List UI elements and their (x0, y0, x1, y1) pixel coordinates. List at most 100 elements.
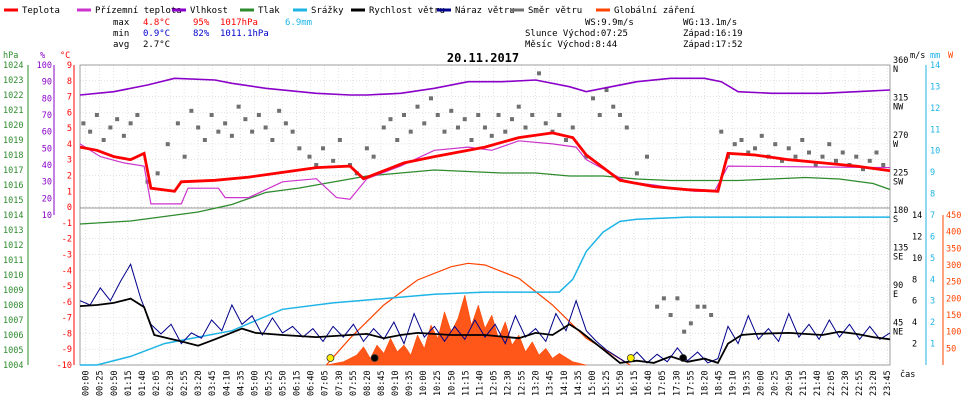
wind-direction-point (469, 138, 474, 142)
stats-max-rain: 6.9mm (285, 18, 312, 28)
wind-direction-point (175, 121, 180, 126)
celsius-tick-label: 9 (67, 61, 72, 71)
celsius-tick-label: 3 (67, 156, 72, 166)
wind-direction-point (462, 117, 467, 122)
pressure-line (79, 169, 891, 225)
wind-direction-point (800, 138, 805, 142)
x-tick-label: 13:45 (546, 370, 556, 396)
mm-tick-label: 4 (930, 275, 935, 285)
percent-tick-label: 10 (42, 211, 52, 221)
ms-axis-label: m/s (910, 51, 925, 61)
x-tick-label: 13:20 (532, 370, 542, 396)
x-tick-label: 16:15 (630, 370, 640, 396)
legend: Teplota Přízemní teplota Vlhkost Tlak Srážky… (4, 6, 695, 16)
wind-direction-point (250, 129, 255, 134)
ms-tick-label: 12 (912, 232, 922, 242)
x-tick-label: 22:30 (841, 370, 851, 396)
wind-direction-point (675, 296, 680, 301)
legend-label-smer_vetru: Směr větru (528, 6, 582, 16)
wind-direction-point (442, 129, 447, 134)
x-tick-label: 20:00 (757, 370, 767, 396)
wind-direction-point (263, 125, 268, 130)
wind-direction-point (435, 113, 440, 117)
wind-direction-point (854, 154, 859, 159)
direction-cardinal-label: NW (893, 103, 904, 113)
wind-direction-point (773, 142, 778, 147)
wind-direction-point (702, 304, 707, 309)
x-tick-label: 14:10 (560, 370, 570, 396)
w-tick-label: 50 (946, 344, 956, 354)
stats-min-label: min (113, 29, 129, 39)
direction-cardinal-label: SW (893, 178, 904, 188)
wind-direction-point (881, 163, 886, 167)
x-tick-label: 08:45 (377, 370, 387, 396)
hpa-tick-label: 1011 (3, 256, 23, 266)
clear-sky-curve (325, 262, 631, 366)
hpa-tick-label: 1014 (3, 211, 23, 221)
wind-direction-point (182, 154, 187, 159)
wind-direction-point (81, 121, 86, 126)
x-tick-label: 10:50 (447, 370, 457, 396)
x-tick-label: 18:20 (700, 370, 710, 396)
x-tick-label: 04:10 (222, 370, 232, 396)
hpa-tick-label: 1017 (3, 166, 23, 176)
x-tick-label: 15:00 (588, 370, 598, 396)
hpa-tick-label: 1006 (3, 331, 23, 341)
w-tick-label: 250 (946, 278, 961, 288)
x-tick-label: 09:10 (391, 370, 401, 396)
wind-direction-point (634, 171, 639, 176)
sunrise-marker (326, 354, 335, 362)
wind-direction-point (530, 113, 535, 117)
x-tick-label: 19:10 (729, 370, 739, 396)
wind-direction-point (813, 163, 818, 167)
hpa-tick-label: 1008 (3, 301, 23, 311)
wind-direction-point (661, 296, 666, 301)
wind-direction-point (189, 108, 194, 113)
wind-direction-point (94, 113, 99, 117)
info-block: WS:9.9m/s WG:13.1m/s Slunce Východ:07:25… (525, 18, 743, 50)
x-tick-label: 23:45 (883, 370, 893, 396)
ms-tick-label: 14 (912, 211, 922, 221)
mm-tick-label: 12 (930, 104, 940, 114)
wind-direction-point (739, 138, 744, 142)
percent-tick-label: 100 (37, 61, 52, 71)
x-tick-label: 01:40 (138, 370, 148, 396)
wind-direction-point (523, 125, 528, 130)
mm-tick-label: 5 (930, 254, 935, 264)
direction-tick-label: 225 (893, 169, 908, 179)
wind-direction-point (827, 142, 832, 147)
ms-tick-label: 4 (912, 318, 917, 328)
x-tick-label: 17:05 (658, 370, 668, 396)
percent-axis-label: % (40, 51, 45, 61)
wind-direction-point (331, 158, 336, 163)
w-tick-label: 350 (946, 244, 961, 254)
wind-direction-point (682, 329, 687, 334)
wind-direction-point (834, 158, 838, 163)
w-tick-label: 300 (946, 261, 961, 271)
x-tick-label: 06:15 (293, 370, 303, 396)
celsius-tick-label: -7 (62, 314, 72, 324)
legend-label-rychlost_vetru: Rychlost větru (369, 6, 445, 16)
x-tick-label: 05:00 (250, 370, 260, 396)
stats-avg-label: avg (113, 40, 129, 50)
celsius-tick-label: -9 (62, 345, 72, 355)
direction-cardinal-label: E (893, 290, 898, 300)
wind-direction-point (611, 104, 616, 109)
hpa-tick-label: 1004 (3, 361, 23, 371)
wind-direction-point (489, 133, 494, 138)
celsius-tick-label: 4 (67, 140, 72, 150)
celsius-tick-label: 5 (67, 124, 72, 134)
wind-direction-point (732, 142, 737, 147)
wind-direction-point (388, 117, 393, 122)
moonrise-marker (370, 354, 379, 362)
wind-direction-point (429, 96, 433, 101)
direction-tick-label: 180 (893, 206, 908, 216)
legend-label-teplota: Teplota (22, 6, 60, 16)
direction-tick-label: 45 (893, 319, 903, 329)
stats-max-hum: 95% (193, 18, 210, 28)
wind-direction-point (537, 71, 541, 76)
wind-direction-point (516, 104, 521, 109)
wind-direction-point (88, 129, 93, 134)
wind-direction-point (655, 304, 660, 309)
percent-tick-label: 40 (42, 161, 52, 171)
